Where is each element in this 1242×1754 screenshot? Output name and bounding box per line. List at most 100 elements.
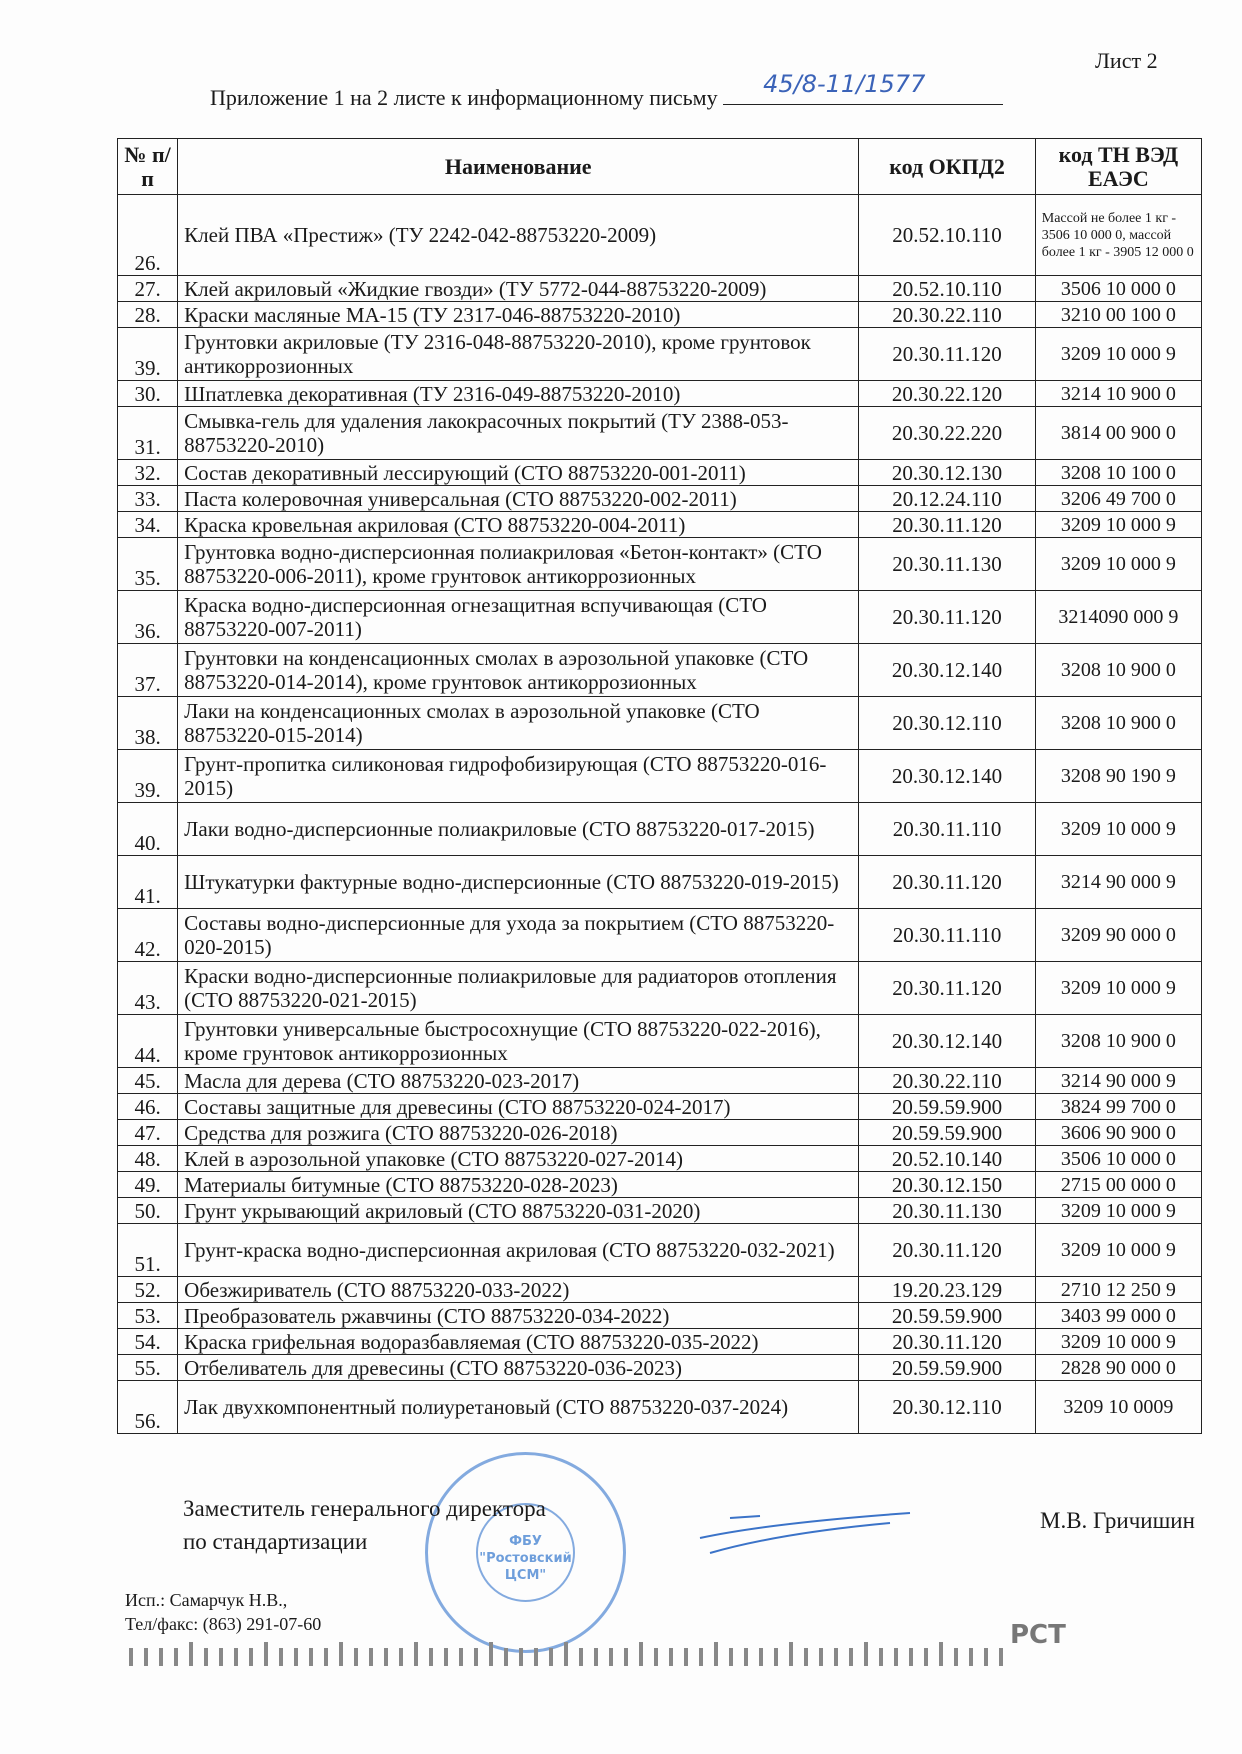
row-okpd2: 20.30.12.140 [858,749,1036,803]
table-row: 40. Лаки водно-дисперсионные полиакриловы… [116,802,1203,856]
products-table: № п/п Наименование код ОКПД2 код ТН ВЭД … [116,138,1203,1434]
row-name: Грунтовка водно-дисперсионная полиакрило… [177,537,860,591]
table-row: 49. Материалы битумные (СТО 88753220-028-… [116,1171,1203,1198]
row-okpd2: 20.30.11.120 [858,1328,1036,1355]
handwritten-signature [699,1512,911,1554]
row-number: 56. [116,1380,179,1434]
row-number: 27. [116,275,179,302]
row-number: 36. [116,590,179,644]
sheet-label: Лист 2 [1095,48,1158,73]
table-row: 26. Клей ПВА «Престиж» (ТУ 2242-042-88753… [116,194,1203,276]
signatory-position: Заместитель генерального директора по ст… [183,1492,546,1558]
row-number: 45. [116,1067,179,1094]
row-number: 37. [116,643,179,697]
row-number: 38. [116,696,179,750]
row-tnved: 3209 10 000 9 [1034,961,1203,1015]
row-okpd2: 20.30.11.110 [858,802,1036,856]
row-number: 31. [116,406,179,460]
footer-bar-pattern [129,1642,1003,1666]
table-row: 46. Составы защитные для древесины (СТО 8… [116,1093,1203,1120]
table-row: 53. Преобразователь ржавчины (СТО 8875322… [116,1302,1203,1329]
row-okpd2: 20.30.11.120 [858,1223,1036,1277]
row-tnved: 3209 10 000 9 [1034,802,1203,856]
row-okpd2: 20.30.11.120 [858,855,1036,909]
row-number: 54. [116,1328,179,1355]
row-tnved: 3209 10 000 9 [1034,1223,1203,1277]
page-title: Приложение 1 на 2 листе к информационном… [210,70,1004,111]
row-name: Грунт укрывающий акриловый (СТО 88753220… [177,1197,860,1224]
title-text: Приложение 1 на 2 листе к информационном… [210,85,718,110]
executor-name: Исп.: Самарчук Н.В., [125,1590,288,1610]
row-tnved: 2710 12 250 9 [1034,1276,1203,1303]
row-tnved: 3208 10 900 0 [1034,1014,1203,1068]
table-row: 30. Шпатлевка декоративная (ТУ 2316-049-8… [116,380,1203,407]
row-number: 34. [116,511,179,538]
row-tnved: 3208 10 900 0 [1034,643,1203,697]
table-row: 44. Грунтовки универсальные быстросохнущи… [116,1014,1203,1068]
table-row: 39. Грунт-пропитка силиконовая гидрофобиз… [116,749,1203,803]
table-row: 39. Грунтовки акриловые (ТУ 2316-048-8875… [116,327,1203,381]
row-okpd2: 20.30.22.120 [858,380,1036,407]
row-name: Краски масляные МА-15 (ТУ 2317-046-88753… [177,301,860,328]
rst-logo: РСТ [1010,1620,1066,1650]
row-tnved: 3206 49 700 0 [1034,485,1203,512]
row-name: Грунтовки на конденсационных смолах в аэ… [177,643,860,697]
row-okpd2: 20.30.22.110 [858,1067,1036,1094]
row-number: 39. [116,749,179,803]
table-row: 55. Отбеливатель для древесины (СТО 88753… [116,1354,1203,1381]
row-name: Краски водно-дисперсионные полиакриловые… [177,961,860,1015]
row-okpd2: 20.52.10.110 [858,194,1036,276]
table-row: 36. Краска водно-дисперсионная огнезащитн… [116,590,1203,644]
table-row: 54. Краска грифельная водоразбавляемая (С… [116,1328,1203,1355]
executor-phone: Тел/факс: (863) 291-07-60 [125,1614,322,1634]
table-header-row: № п/п Наименование код ОКПД2 код ТН ВЭД … [116,138,1203,195]
row-number: 44. [116,1014,179,1068]
row-number: 32. [116,459,179,486]
letter-number-field: 45/8-11/1577 [723,70,1004,105]
table-row: 38. Лаки на конденсационных смолах в аэро… [116,696,1203,750]
row-tnved: 3214 90 000 9 [1034,1067,1203,1094]
row-okpd2: 19.20.23.129 [858,1276,1036,1303]
table-row: 42. Составы водно-дисперсионные для ухода… [116,908,1203,962]
row-tnved: 3209 10 000 9 [1034,327,1203,381]
table-row: 41. Штукатурки фактурные водно-дисперсион… [116,855,1203,909]
row-name: Преобразователь ржавчины (СТО 88753220-0… [177,1302,860,1329]
row-number: 52. [116,1276,179,1303]
executor-info: Исп.: Самарчук Н.В., Тел/факс: (863) 291… [125,1588,321,1636]
table-row: 35. Грунтовка водно-дисперсионная полиакр… [116,537,1203,591]
row-tnved: 3824 99 700 0 [1034,1093,1203,1120]
row-number: 53. [116,1302,179,1329]
row-name: Грунт-пропитка силиконовая гидрофобизиру… [177,749,860,803]
table-row: 31. Смывка-гель для удаления лакокрасочны… [116,406,1203,460]
row-name: Лак двухкомпонентный полиуретановый (СТО… [177,1380,860,1434]
row-name: Отбеливатель для древесины (СТО 88753220… [177,1354,860,1381]
row-tnved: 3403 99 000 0 [1034,1302,1203,1329]
row-number: 51. [116,1223,179,1277]
row-name: Клей в аэрозольной упаковке (СТО 8875322… [177,1145,860,1172]
row-number: 40. [116,802,179,856]
table-row: 27. Клей акриловый «Жидкие гвозди» (ТУ 57… [116,275,1203,302]
table-row: 33. Паста колеровочная универсальная (СТО… [116,485,1203,512]
row-name: Клей акриловый «Жидкие гвозди» (ТУ 5772-… [177,275,860,302]
row-okpd2: 20.30.11.120 [858,511,1036,538]
row-okpd2: 20.30.11.120 [858,590,1036,644]
row-tnved: 3214090 000 9 [1034,590,1203,644]
row-number: 39. [116,327,179,381]
row-tnved: 3214 90 000 9 [1034,855,1203,909]
row-okpd2: 20.30.12.140 [858,643,1036,697]
row-okpd2: 20.30.11.130 [858,537,1036,591]
row-name: Материалы битумные (СТО 88753220-028-202… [177,1171,860,1198]
row-number: 30. [116,380,179,407]
row-number: 35. [116,537,179,591]
row-tnved: 2715 00 000 0 [1034,1171,1203,1198]
row-tnved: 3214 10 900 0 [1034,380,1203,407]
table-row: 50. Грунт укрывающий акриловый (СТО 88753… [116,1197,1203,1224]
table-row: 43. Краски водно-дисперсионные полиакрило… [116,961,1203,1015]
row-tnved: 3209 90 000 0 [1034,908,1203,962]
row-name: Грунтовки акриловые (ТУ 2316-048-8875322… [177,327,860,381]
row-tnved: 3208 10 900 0 [1034,696,1203,750]
row-number: 48. [116,1145,179,1172]
table-row: 51. Грунт-краска водно-дисперсионная акри… [116,1223,1203,1277]
row-tnved: 3209 10 000 9 [1034,1197,1203,1224]
row-name: Краска кровельная акриловая (СТО 8875322… [177,511,860,538]
